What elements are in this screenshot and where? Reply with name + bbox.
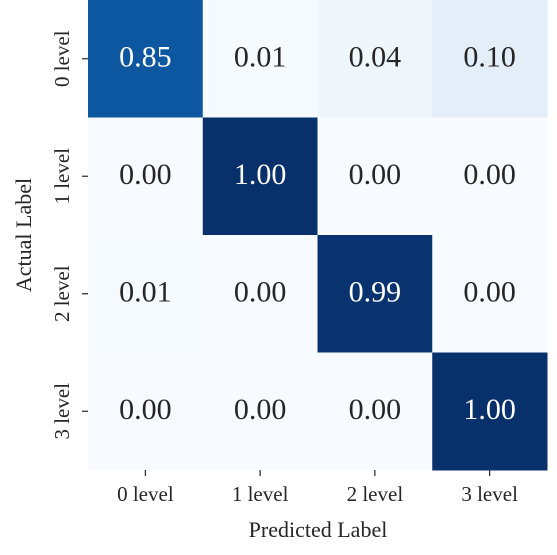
cell-value-label: 0.00 <box>234 276 287 309</box>
cell-value-label: 0.00 <box>234 393 287 426</box>
y-tick-label: 0 level <box>50 30 74 87</box>
heatmap-cell <box>88 352 204 471</box>
cell-value-label: 0.85 <box>119 41 172 74</box>
cell-value-label: 1.00 <box>234 158 287 191</box>
heatmap-cell <box>202 352 318 471</box>
cell-value-label: 0.10 <box>463 41 516 74</box>
heatmap-cell <box>317 0 433 118</box>
x-tick-label: 3 level <box>461 482 518 506</box>
cell-value-label: 1.00 <box>463 393 516 426</box>
heatmap-cell <box>432 235 548 353</box>
x-tick-label: 2 level <box>347 482 404 506</box>
heatmap-cell <box>432 352 548 471</box>
y-tick-label: 3 level <box>50 383 74 440</box>
heatmap-cell <box>88 235 204 353</box>
x-tick-label: 0 level <box>117 482 174 506</box>
heatmap-cell <box>317 235 433 353</box>
heatmap-cell <box>88 117 204 236</box>
heatmap-cell <box>432 0 548 118</box>
cell-value-label: 0.04 <box>349 41 402 74</box>
heatmap-cell <box>317 352 433 471</box>
cell-value-label: 0.00 <box>349 393 402 426</box>
y-tick-label: 2 level <box>50 265 74 322</box>
heatmap-cell <box>432 117 548 236</box>
cell-value-label: 0.01 <box>119 276 172 309</box>
x-axis-label: Predicted Label <box>249 517 388 542</box>
cell-value-label: 0.00 <box>119 158 172 191</box>
cell-value-label: 0.00 <box>119 393 172 426</box>
cell-value-label: 0.00 <box>463 276 516 309</box>
cell-value-label: 0.01 <box>234 41 287 74</box>
y-axis-label: Actual Label <box>11 178 36 292</box>
cell-value-label: 0.99 <box>349 276 402 309</box>
x-tick-label: 1 level <box>232 482 289 506</box>
heatmap-cell <box>202 0 318 118</box>
heatmap-cell <box>317 117 433 236</box>
y-tick-label: 1 level <box>50 148 74 205</box>
heatmap-cell <box>202 235 318 353</box>
cell-value-label: 0.00 <box>463 158 516 191</box>
cell-value-label: 0.00 <box>349 158 402 191</box>
heatmap-cell <box>202 117 318 236</box>
heatmap-cell <box>88 0 204 118</box>
